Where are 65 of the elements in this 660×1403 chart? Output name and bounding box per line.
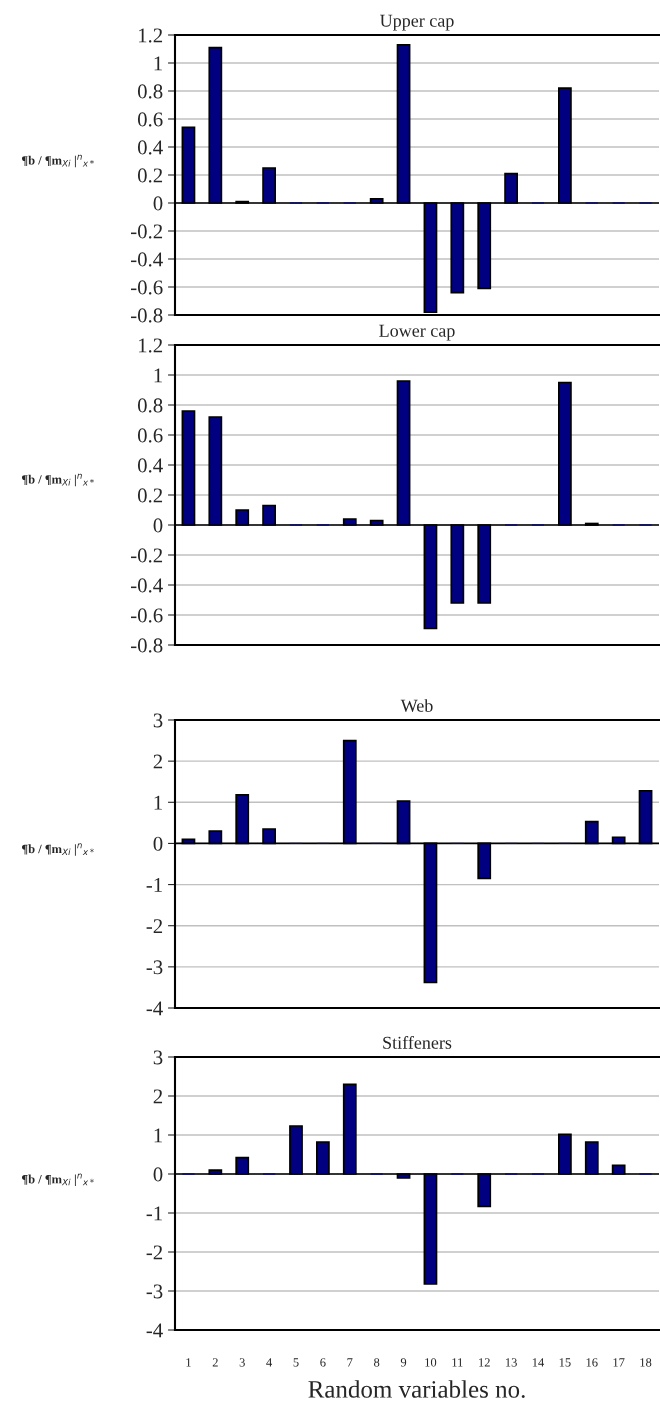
x-tick-label: 2: [212, 1358, 218, 1367]
chart-title: Lower cap: [379, 324, 455, 341]
y-tick-label: 0: [153, 196, 163, 211]
y-axis-title: ¶b / ¶m$_{Xi}$ |$^{n}$$_{x*}$: [21, 1173, 94, 1186]
y-tick-label: -0.4: [130, 578, 163, 593]
y-tick-label: 0.2: [137, 168, 163, 183]
y-tick-label: 1: [154, 1128, 162, 1143]
y-tick-label: 2: [153, 1089, 163, 1104]
y-tick-label: -3: [146, 960, 163, 975]
y-tick-label: -0.6: [130, 280, 163, 295]
x-tick-label: 3: [239, 1358, 245, 1367]
y-tick-label: -1: [146, 1206, 162, 1221]
y-tick-label: 1: [154, 795, 162, 810]
y-axis-title: ¶b / ¶m$_{Xi}$ |$^{n}$$_{x*}$: [21, 154, 94, 168]
y-tick-label: 0: [153, 518, 163, 533]
x-tick-label: 18: [640, 1358, 652, 1367]
y-tick-label: 1: [154, 368, 162, 383]
x-tick-label: 7: [347, 1358, 353, 1367]
y-tick-label: 0.2: [137, 488, 163, 503]
x-tick-label: 12: [479, 1358, 490, 1367]
x-tick-label: 1: [186, 1358, 191, 1367]
y-tick-label: -0.6: [130, 608, 163, 623]
x-tick-label: 17: [613, 1358, 625, 1367]
y-tick-label: -2: [146, 1245, 163, 1260]
chart-title: Stiffeners: [383, 1035, 452, 1049]
y-tick-label: 2: [153, 754, 163, 769]
y-tick-label: -4: [146, 1323, 163, 1338]
x-tick-label: 16: [586, 1358, 598, 1367]
y-tick-label: 0.6: [137, 112, 163, 127]
y-axis-title: ¶b / ¶m$_{Xi}$ |$^{n}$$_{x*}$: [21, 843, 94, 856]
y-tick-label: -0.2: [130, 224, 163, 239]
y-tick-label: 0.4: [137, 458, 163, 473]
y-tick-label: 0.6: [137, 428, 163, 443]
x-tick-label: 14: [532, 1358, 545, 1367]
x-tick-label: 5: [293, 1358, 299, 1367]
x-tick-label: 11: [452, 1358, 463, 1367]
y-tick-label: 0.8: [137, 398, 163, 413]
y-tick-label: 3: [153, 713, 163, 728]
y-tick-label: 1.2: [138, 338, 163, 353]
chart-title: Web: [400, 699, 433, 712]
y-axis-title: ¶b / ¶m$_{Xi}$ |$^{n}$$_{x*}$: [21, 473, 94, 487]
y-tick-label: 0: [153, 836, 163, 851]
x-tick-label: 15: [559, 1358, 571, 1367]
y-tick-label: -0.8: [130, 638, 163, 653]
x-tick-label: 4: [266, 1358, 273, 1367]
y-tick-label: 1: [154, 56, 162, 71]
chart-title: Upper cap: [380, 14, 454, 31]
y-tick-label: -0.8: [130, 308, 163, 323]
y-tick-label: -4: [146, 1001, 163, 1016]
x-tick-label: 13: [505, 1358, 517, 1367]
y-tick-label: 3: [153, 1050, 163, 1065]
y-tick-label: -2: [146, 919, 163, 933]
y-tick-label: -3: [146, 1284, 163, 1299]
y-tick-label: -0.2: [130, 548, 163, 563]
x-tick-label: 9: [400, 1358, 407, 1367]
y-tick-label: 1.2: [138, 28, 163, 43]
y-tick-label: 0.4: [137, 140, 163, 155]
x-tick-label: 10: [425, 1358, 437, 1367]
x-tick-label: 8: [374, 1358, 380, 1367]
x-axis-title: Random variables no.: [308, 1380, 525, 1398]
y-tick-label: 0: [153, 1167, 163, 1182]
y-tick-label: -0.4: [130, 252, 163, 267]
x-tick-label: 6: [320, 1358, 326, 1367]
y-tick-label: 0.8: [137, 84, 163, 99]
y-tick-label: -1: [146, 878, 162, 892]
